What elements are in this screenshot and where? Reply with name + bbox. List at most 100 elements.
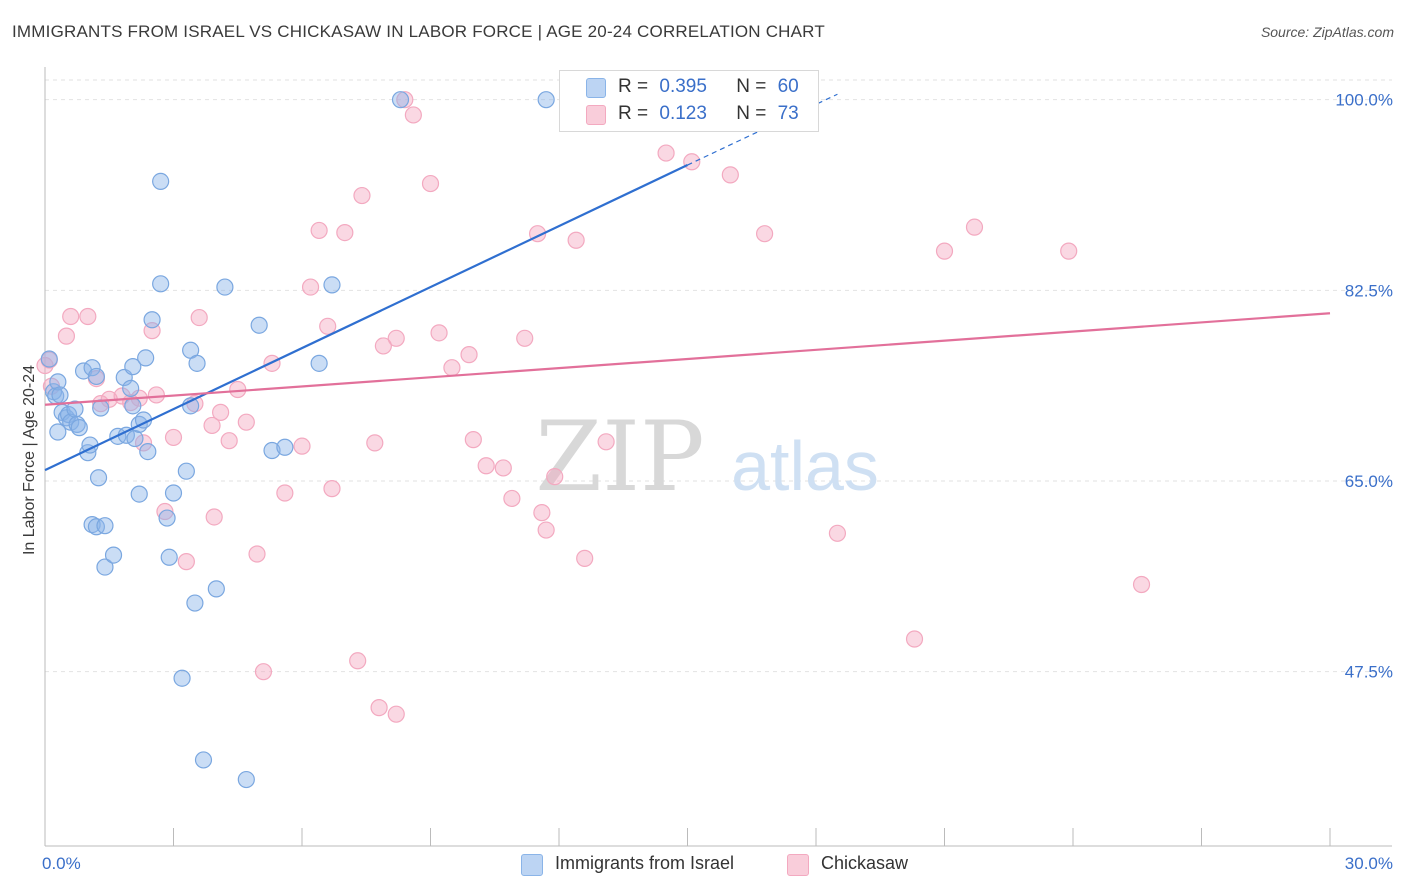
israel-point-56 [391, 91, 410, 109]
chickasaw-point-41 [396, 91, 414, 109]
chickasaw-point-58 [597, 433, 615, 451]
chickasaw-point-16 [177, 553, 195, 571]
israel-point-18 [89, 469, 108, 487]
israel-point-3 [49, 373, 67, 391]
chickasaw-point-37 [366, 434, 384, 452]
israel-point-29 [124, 358, 142, 376]
israel-point-28 [122, 379, 140, 398]
chickasaw-point-64 [755, 225, 774, 243]
chickasaw-point-47 [464, 431, 482, 449]
chickasaw-point-38 [374, 337, 392, 355]
israel-point-51 [250, 316, 268, 334]
chickasaw-point-67 [935, 242, 954, 260]
legend-israel-n-label: N = [736, 76, 767, 97]
chickasaw-point-44 [430, 324, 448, 342]
grid-lines [45, 79, 1392, 673]
chickasaw-point-13 [147, 386, 165, 404]
chickasaw-point-54 [537, 521, 555, 539]
israel-point-50 [216, 278, 234, 296]
chickasaw-point-56 [567, 231, 585, 249]
israel-point-54 [310, 354, 328, 372]
israel-point-17 [87, 367, 106, 386]
chickasaw-point-30 [301, 278, 320, 296]
israel-point-21 [87, 518, 106, 536]
chickasaw-point-23 [229, 380, 247, 399]
legend-swatch-chickasaw [586, 105, 606, 125]
chickasaw-point-40 [387, 705, 405, 723]
legend-israel-r-value: 0.395 [659, 76, 707, 97]
chickasaw-point-72 [370, 699, 388, 717]
chickasaw-point-25 [248, 545, 266, 563]
israel-point-12 [70, 419, 88, 437]
y-axis-label: In Labor Force | Age 20-24 [21, 364, 38, 556]
israel-point-0 [40, 350, 58, 368]
chickasaw-point-61 [683, 153, 701, 171]
israel-point-55 [323, 276, 341, 294]
israel-point-19 [92, 399, 110, 417]
chickasaw-point-14 [156, 502, 174, 521]
chickasaw-point-43 [421, 174, 440, 193]
israel-point-47 [177, 462, 195, 480]
chickasaw-point-49 [494, 459, 512, 477]
chickasaw-point-48 [477, 457, 495, 475]
chickasaw-point-2 [57, 327, 76, 345]
israel-point-52 [263, 441, 281, 460]
israel-point-45 [188, 354, 206, 372]
chickasaw-point-68 [965, 218, 984, 236]
legend-swatch-israel [586, 78, 606, 98]
israel-point-23 [96, 558, 114, 576]
x-tick-label-1: 30.0% [1345, 854, 1393, 873]
israel-point-42 [173, 669, 191, 687]
chickasaw-point-35 [349, 652, 367, 670]
chickasaw-point-36 [353, 186, 371, 205]
israel-point-34 [130, 485, 148, 503]
israel-point-58 [152, 172, 170, 190]
chickasaw-point-46 [460, 346, 478, 364]
chickasaw-point-42 [404, 106, 422, 124]
tick-labels: 100.0% 82.5% 65.0% 47.5% 0.0% 30.0% [42, 91, 1393, 873]
israel-point-35 [137, 349, 155, 367]
axes [44, 67, 1392, 847]
israel-point-44 [186, 594, 204, 612]
chickasaw-point-51 [516, 329, 534, 347]
chickasaw-point-66 [905, 630, 924, 648]
legend-israel-n-value: 60 [777, 76, 799, 97]
source-label: Source: ZipAtlas.com [1260, 24, 1394, 40]
watermark-zip: ZIP [535, 401, 704, 513]
chickasaw-point-21 [212, 403, 230, 421]
israel-point-38 [152, 275, 170, 293]
chickasaw-point-4 [79, 307, 97, 326]
chickasaw-point-55 [546, 468, 564, 486]
chickasaw-point-70 [1132, 575, 1151, 594]
bottom-legend-israel-label: Immigrants from Israel [555, 853, 735, 873]
x-tick-label-0: 0.0% [42, 854, 81, 873]
chickasaw-trend-line [44, 312, 1331, 406]
legend-chickasaw-n-value: 73 [777, 103, 799, 124]
chickasaw-point-24 [237, 413, 255, 431]
israel-trend-line [44, 164, 688, 472]
israel-points [40, 91, 555, 789]
chickasaw-point-18 [190, 308, 208, 327]
israel-point-59 [237, 770, 255, 789]
chickasaw-point-50 [503, 489, 521, 508]
israel-point-57 [537, 91, 555, 109]
y-tick-label-0: 100.0% [1335, 91, 1393, 110]
chickasaw-point-20 [205, 508, 223, 526]
bottom-legend-swatch-israel [521, 854, 543, 876]
israel-point-16 [83, 359, 101, 377]
chickasaw-point-27 [254, 663, 273, 681]
israel-point-37 [143, 311, 161, 329]
y-tick-label-2: 65.0% [1345, 472, 1393, 491]
correlation-legend: R = 0.395 N = 60 R = 0.123 N = 73 [559, 70, 819, 132]
chickasaw-point-65 [828, 524, 847, 542]
chickasaw-point-31 [310, 221, 328, 240]
chickasaw-point-53 [533, 504, 551, 522]
legend-chickasaw-r-value: 0.123 [659, 103, 707, 124]
israel-point-30 [124, 397, 142, 415]
chickasaw-point-62 [721, 166, 739, 184]
chickasaw-point-69 [1060, 242, 1078, 260]
israel-point-53 [276, 438, 294, 456]
chickasaw-point-22 [220, 432, 238, 450]
watermark-atlas: atlas [731, 427, 879, 505]
